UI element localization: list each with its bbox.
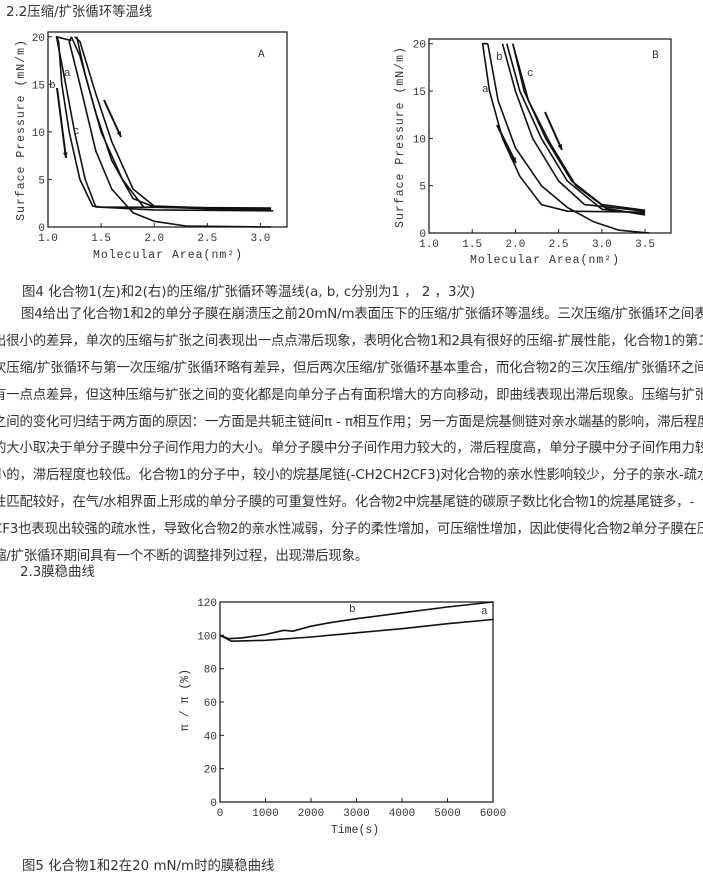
x-tick-label: 3000: [343, 808, 369, 820]
chart-c-ylabel: π / π (%): [179, 669, 192, 731]
body-paragraph: 图4给出了化合物1和2的单分子膜在崩溃压之前20mN/m表面压下的压缩/扩张循环…: [0, 302, 703, 571]
series-a-line: [55, 35, 274, 212]
series-a-line: [55, 36, 272, 209]
y-tick-label: 0: [38, 223, 45, 235]
arrowhead-icon: [511, 157, 516, 163]
x-tick-label: 3.5: [635, 239, 655, 251]
series-c-label: c: [73, 126, 80, 138]
x-tick-label: 6000: [480, 808, 506, 820]
chart-b-panel-label: B: [652, 50, 659, 62]
y-tick-label: 0: [210, 798, 217, 810]
series-b-line: [68, 36, 272, 228]
paragraph-line: 缩/扩张循环期间具有一个不断的调整排列过程，出现滞后现象。: [0, 549, 369, 565]
x-tick-label: 1.5: [462, 239, 482, 251]
paragraph-line: 性匹配较好，在气/水相界面上形成的单分子膜的可重复性好。化合物2中烷基尾链的碳原…: [0, 495, 695, 511]
y-tick-label: 40: [204, 731, 217, 743]
x-tick-label: 2.0: [506, 239, 526, 251]
series-a-line: [219, 618, 494, 643]
x-tick-label: 2.5: [549, 239, 569, 251]
chart-a-panel-label: A: [258, 49, 265, 61]
figure-5-caption: 图5 化合物1和2在20 mN/m时的膜稳曲线: [22, 859, 275, 874]
paragraph-line: 之间的变化可归结于两方面的原因：一方面是共轭主链间π - π相互作用；另一方面是…: [0, 414, 703, 430]
x-tick-label: 3.0: [592, 239, 612, 251]
arrowhead-icon: [557, 144, 562, 150]
y-tick-label: 20: [32, 33, 45, 45]
y-tick-label: 60: [204, 698, 217, 710]
x-tick-label: 3.0: [251, 233, 271, 245]
x-tick-label: 1000: [252, 808, 278, 820]
x-tick-label: 2.5: [197, 233, 217, 245]
series-b-line: [501, 43, 646, 212]
x-tick-label: 4000: [389, 808, 415, 820]
y-tick-label: 0: [419, 229, 426, 241]
series-b-label: b: [49, 80, 56, 92]
paragraph-line: 的大小取决于单分子膜中分子间作用力的大小。单分子膜中分子间作用力较大的，滞后程度…: [0, 441, 703, 457]
series-a-label: a: [481, 606, 488, 618]
paragraph-line: 次压缩/扩张循环与第一次压缩/扩张循环略有差异，但后两次压缩/扩张循环基本重合，…: [0, 360, 703, 376]
paragraph-line: CF3也表现出较强的疏水性，导致化合物2的亲水性减弱，分子的柔性增加，可压缩性增…: [0, 522, 703, 538]
series-c-line: [75, 36, 272, 210]
y-tick-label: 15: [413, 87, 426, 99]
arrowhead-icon: [62, 152, 68, 158]
series-a-line: [481, 42, 646, 213]
series-a-label: a: [64, 68, 71, 80]
x-tick-label: 2.0: [144, 233, 164, 245]
direction-arrow-icon: [544, 111, 563, 151]
y-tick-label: 20: [204, 765, 217, 777]
series-b-label: b: [496, 52, 503, 64]
series-c-line: [74, 36, 272, 211]
y-tick-label: 100: [197, 631, 217, 643]
section-heading-2-3: 2.3膜稳曲线: [20, 565, 95, 580]
series-c-line: [512, 43, 646, 212]
y-tick-label: 5: [38, 175, 45, 187]
series-a-label: a: [482, 84, 489, 96]
paragraph-line: 小的，滞后程度也较低。化合物1的分子中，较小的烷基尾链(-CH2CH2CF3)对…: [0, 468, 703, 484]
arrowhead-icon: [116, 131, 121, 137]
x-tick-label: 5000: [434, 808, 460, 820]
chart-c-xlabel: Time(s): [331, 824, 379, 837]
y-tick-label: 20: [413, 40, 426, 52]
series-b-line: [70, 36, 272, 212]
direction-arrow-icon: [496, 124, 517, 164]
series-a-line: [487, 43, 650, 234]
series-b-line: [506, 43, 646, 215]
chart-b-frame: [428, 38, 672, 234]
y-tick-label: 120: [197, 598, 217, 610]
y-tick-label: 5: [419, 182, 426, 194]
series-b-line: [219, 601, 494, 640]
section-heading-2-2: 2.2压缩/扩张循环等温线: [6, 5, 153, 20]
x-tick-label: 1.5: [91, 233, 111, 245]
x-tick-label: 1.0: [38, 233, 58, 245]
series-c-label: c: [527, 68, 534, 80]
y-tick-label: 80: [204, 665, 217, 677]
chart-a-ylabel: Surface Pressure (mN/m): [15, 39, 28, 221]
x-tick-label: 2000: [298, 808, 324, 820]
y-tick-label: 10: [413, 134, 426, 146]
chart-a-frame: [47, 31, 288, 228]
series-b-label: b: [349, 604, 356, 616]
x-tick-label: 0: [217, 808, 224, 820]
y-tick-label: 15: [32, 80, 45, 92]
chart-b-xlabel: Molecular Area(nm²): [470, 254, 620, 267]
direction-arrow-icon: [56, 87, 67, 159]
x-tick-label: 1.0: [419, 239, 439, 251]
series-c-line: [512, 43, 646, 216]
direction-arrow-icon: [103, 99, 122, 138]
paragraph-line: 有一点点差异，但这种压缩与扩张之间的变化都是向单分子占有面积增大的方向移动，即曲…: [0, 387, 703, 403]
chart-a-xlabel: Molecular Area(nm²): [93, 249, 243, 262]
paragraph-line: 图4给出了化合物1和2的单分子膜在崩溃压之前20mN/m表面压下的压缩/扩张循环…: [21, 307, 703, 322]
figure-4-caption: 图4 化合物1(左)和2(右)的压缩/扩张循环等温线(a, b, c分别为1 ，…: [22, 285, 476, 300]
chart-b-ylabel: Surface Pressure (mN/m): [394, 46, 407, 228]
paragraph-line: 出很小的差异，单次的压缩与扩张之间表现出一点点滞后现象，表明化合物1和2具有很好…: [0, 333, 703, 349]
y-tick-label: 10: [32, 128, 45, 140]
